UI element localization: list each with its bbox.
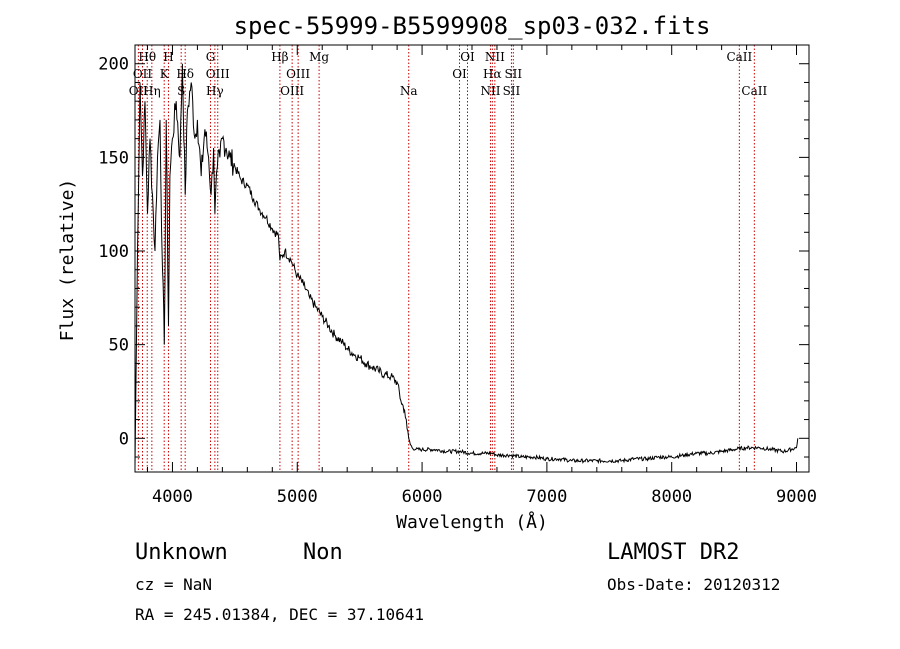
spectral-line-labels: OIIHθOIIHηHKSHδGOIIIHγHβOIIIOIIIMgNaOIOI… bbox=[129, 50, 768, 98]
y-tick-label: 0 bbox=[119, 429, 129, 449]
observation-date: Obs-Date: 20120312 bbox=[607, 575, 780, 594]
spectral-line-label: OII bbox=[129, 84, 149, 98]
spectral-line-label: Na bbox=[400, 84, 418, 98]
spectral-line-label: OI bbox=[452, 67, 467, 81]
object-type: Unknown bbox=[135, 540, 228, 565]
plot-frame bbox=[134, 44, 810, 473]
x-tick-label: 9000 bbox=[776, 487, 817, 507]
y-tick-label: 50 bbox=[109, 336, 129, 356]
spectral-line-label: OIII bbox=[280, 84, 304, 98]
spectral-line-label: CaII bbox=[741, 84, 767, 98]
x-tick-label: 8000 bbox=[651, 487, 692, 507]
spectral-line-label: OI bbox=[460, 50, 475, 64]
y-tick-label: 150 bbox=[98, 148, 129, 168]
spectral-line-label: CaII bbox=[726, 50, 752, 64]
spectral-line-label: OIII bbox=[206, 67, 230, 81]
spectrum-series bbox=[134, 63, 799, 467]
x-axis-label: Wavelength (Å) bbox=[396, 511, 548, 533]
spectrum-line bbox=[134, 63, 799, 467]
chart-title: spec-55999-B5599908_sp03-032.fits bbox=[234, 12, 711, 40]
spectral-line-label: Hδ bbox=[176, 67, 194, 81]
spectral-line-label: Hθ bbox=[138, 50, 156, 64]
spectral-line-label: OIII bbox=[286, 67, 310, 81]
spectral-line-label: H bbox=[163, 50, 173, 64]
x-tick-label: 6000 bbox=[402, 487, 443, 507]
x-axis-ticks: 4000 5000 6000 7000 8000 9000 bbox=[146, 45, 817, 507]
object-subtype: Non bbox=[303, 540, 343, 565]
spectral-line-label: Hβ bbox=[271, 50, 288, 64]
y-tick-label: 100 bbox=[98, 242, 129, 262]
spectral-line-label: SII bbox=[503, 84, 521, 98]
spectral-line-label: OII bbox=[133, 67, 153, 81]
spectral-line-label: Hη bbox=[143, 84, 161, 98]
y-tick-label: 200 bbox=[98, 55, 129, 75]
spectral-line-label: Hγ bbox=[206, 84, 224, 98]
x-tick-label: 4000 bbox=[152, 487, 193, 507]
y-axis-label: Flux (relative) bbox=[57, 179, 78, 342]
spectral-line-label: G bbox=[206, 50, 216, 64]
spectral-line-label: S bbox=[177, 84, 185, 98]
coordinates: RA = 245.01384, DEC = 37.10641 bbox=[135, 605, 424, 624]
spectral-line-label: K bbox=[160, 67, 170, 81]
redshift-value: cz = NaN bbox=[135, 575, 212, 594]
x-tick-label: 5000 bbox=[277, 487, 318, 507]
survey-name: LAMOST DR2 bbox=[607, 540, 739, 565]
spectral-line-label: Hα bbox=[483, 67, 502, 81]
spectral-line-label: NII bbox=[480, 84, 500, 98]
x-tick-label: 7000 bbox=[526, 487, 567, 507]
spectral-line-markers bbox=[137, 45, 755, 472]
y-axis-ticks: 0 50 100 150 200 bbox=[98, 55, 809, 458]
spectral-line-label: Mg bbox=[309, 50, 329, 64]
spectral-line-label: SII bbox=[504, 67, 522, 81]
spectral-line-label: NII bbox=[485, 50, 505, 64]
